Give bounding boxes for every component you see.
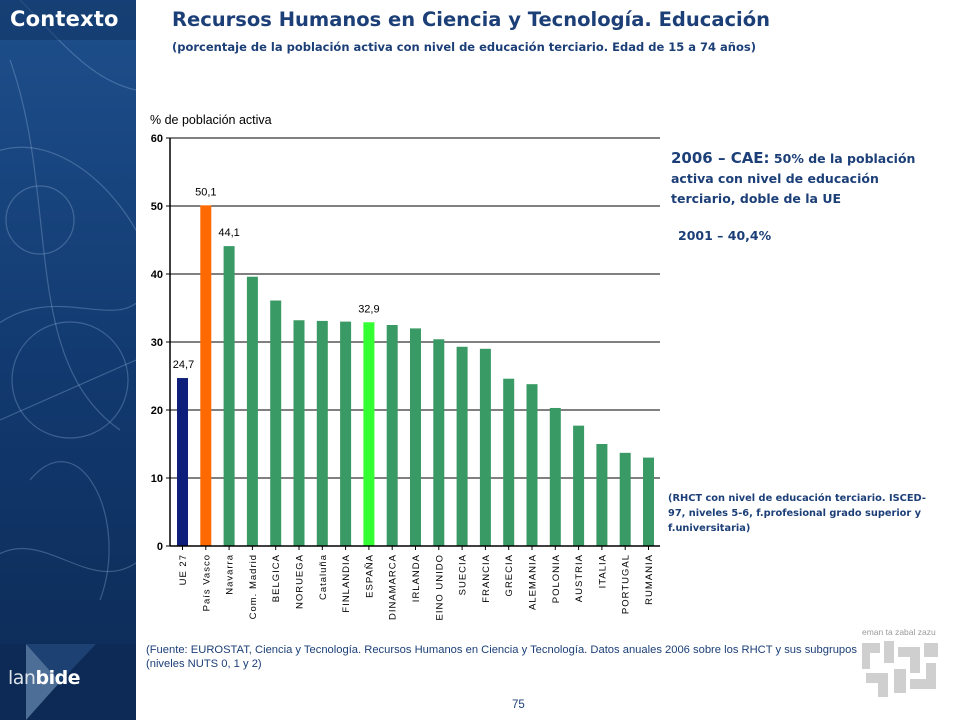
logo-part-bide: bide: [35, 667, 81, 689]
x-tick-label: BELGICA: [271, 554, 282, 602]
bar: [223, 246, 235, 546]
y-tick-label: 50: [151, 201, 163, 213]
x-tick-label: FINLANDIA: [341, 554, 352, 613]
x-tick-label: ESPAÑA: [364, 554, 375, 598]
x-tick-label: DINAMARCA: [388, 554, 399, 620]
x-tick-label: Cataluña: [318, 554, 329, 600]
data-label: 44,1: [218, 227, 239, 239]
bar: [200, 205, 212, 546]
x-tick-label: RUMANIA: [644, 554, 655, 605]
y-axis-label: % de población activa: [150, 113, 272, 127]
bar: [270, 300, 282, 546]
x-tick-label: Com. Madrid: [248, 554, 259, 619]
bar: [456, 346, 468, 546]
annotation-main-year: 2006 – CAE:: [671, 149, 770, 167]
data-labels: 24,7 50,1 44,1 32,9: [173, 186, 380, 371]
bar: [363, 322, 375, 546]
university-emblem: [862, 641, 938, 697]
bar: [293, 320, 305, 546]
x-tick-label: ITALIA: [597, 554, 608, 588]
y-tick-label: 10: [151, 473, 163, 485]
y-tick-label: 20: [151, 405, 163, 417]
x-tick-label: IRLANDA: [411, 554, 422, 602]
bar: [316, 320, 328, 546]
bar: [386, 325, 398, 546]
x-tick-label: NORUEGA: [295, 554, 306, 609]
source-note: (Fuente: EUROSTAT, Ciencia y Tecnología.…: [146, 644, 857, 670]
y-axis-ticks: 0 10 20 30 40 50 60: [151, 133, 170, 553]
y-tick-label: 0: [157, 541, 163, 553]
bar: [340, 321, 352, 546]
x-tick-label: SUECIA: [458, 554, 469, 595]
x-axis-ticks: UE 27 País Vasco Navarra Com. Madrid BELGICA…: [178, 546, 655, 620]
bar: [246, 276, 258, 546]
sidebar-decoration: [0, 0, 136, 720]
x-tick-label: UE 27: [178, 554, 189, 585]
sidebar-panel: Contexto lanbide: [0, 0, 136, 720]
annotation-main: 2006 – CAE: 50% de la población activa c…: [671, 148, 941, 209]
y-tick-label: 60: [151, 133, 163, 145]
bar: [433, 339, 445, 546]
bar: [573, 425, 585, 546]
x-tick-label: POLONIA: [551, 554, 562, 603]
page-subtitle: (porcentaje de la población activa con n…: [172, 40, 756, 54]
logo-part-lan: lan: [8, 667, 36, 689]
bar: [643, 457, 654, 546]
x-tick-label: GRECIA: [504, 554, 515, 596]
bar-chart: % de población activa 0 10 20 30 40 50 60 24,7…: [150, 113, 660, 620]
data-label: 24,7: [173, 359, 194, 371]
bar: [619, 452, 631, 546]
bar: [526, 384, 538, 546]
bar: [596, 444, 608, 546]
data-label: 32,9: [358, 303, 379, 315]
section-label: Contexto: [10, 7, 119, 31]
lanbide-logo-panel: [0, 644, 136, 720]
data-label: 50,1: [195, 186, 216, 198]
x-tick-label: País Vasco: [201, 554, 212, 611]
bar: [479, 348, 491, 546]
annotation-main-text: 50% de la población activa con nivel de …: [671, 151, 916, 206]
lanbide-logo: lanbide: [8, 667, 81, 689]
x-tick-label: REINO UNIDO: [434, 554, 445, 620]
bars-group: [177, 205, 654, 546]
bar: [503, 378, 515, 546]
x-tick-label: FRANCIA: [481, 554, 492, 603]
x-tick-label: ALEMANIA: [528, 554, 539, 610]
y-tick-label: 30: [151, 337, 163, 349]
x-tick-label: PORTUGAL: [621, 554, 632, 614]
annotation-2001: 2001 – 40,4%: [678, 228, 772, 243]
x-tick-label: Navarra: [225, 554, 236, 595]
page-number: 75: [512, 699, 525, 711]
emblem-label: eman ta zabal zazu: [862, 627, 936, 637]
x-tick-label: AUSTRIA: [574, 554, 585, 602]
bar: [549, 407, 561, 546]
bar: [177, 378, 188, 546]
y-tick-label: 40: [151, 269, 163, 281]
page-title: Recursos Humanos en Ciencia y Tecnología…: [172, 8, 770, 31]
annotation-note: (RHCT con nivel de educación terciario. …: [668, 493, 926, 534]
bar: [410, 328, 421, 546]
